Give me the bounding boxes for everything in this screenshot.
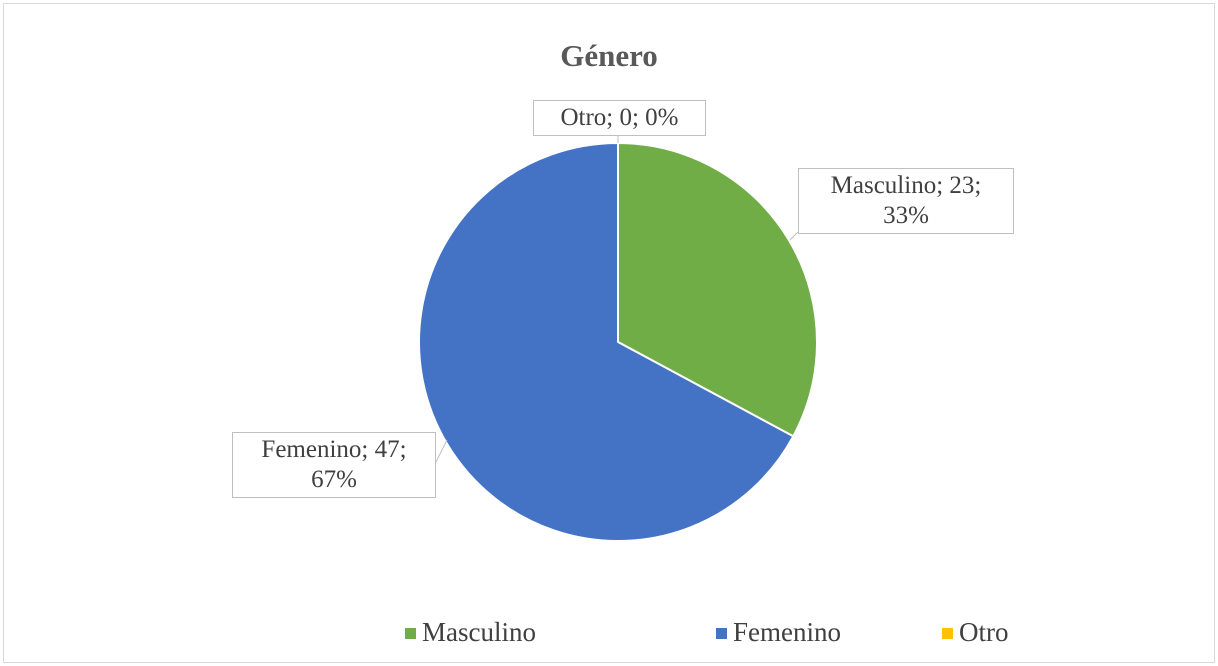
chart-title: Género [560, 38, 658, 73]
data-label: Otro; 0; 0% [533, 100, 706, 136]
legend-label: Femenino [733, 617, 841, 647]
legend-swatch [716, 628, 727, 639]
data-label: Masculino; 23; 33% [798, 168, 1014, 234]
pie-slice [418, 141, 795, 542]
legend-swatch [942, 628, 953, 639]
pie-slice [617, 141, 818, 438]
legend-swatch [405, 628, 416, 639]
legend-label: Masculino [422, 617, 536, 647]
data-label: Femenino; 47; 67% [232, 432, 436, 498]
legend-item: Femenino [716, 615, 841, 649]
legend-label: Otro [959, 617, 1009, 647]
leader-line [435, 439, 448, 463]
legend-item: Otro [942, 615, 1009, 649]
legend-item: Masculino [405, 615, 536, 649]
leader-line [789, 231, 799, 241]
